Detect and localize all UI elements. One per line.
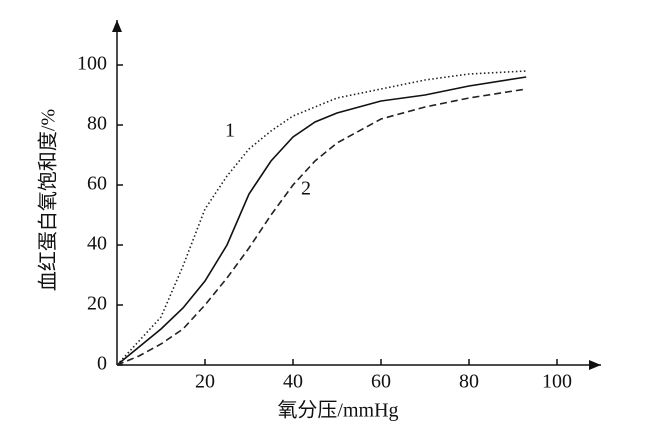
y-axis-arrow bbox=[112, 20, 122, 32]
y-tick-label: 60 bbox=[87, 173, 107, 195]
curve bbox=[116, 70, 527, 366]
x-axis-label: 氧分压/mmHg bbox=[277, 399, 398, 422]
x-tick-label: 100 bbox=[542, 371, 572, 393]
y-tick-label: 80 bbox=[87, 113, 107, 135]
curve-label: 2 bbox=[301, 178, 311, 200]
x-tick-label: 80 bbox=[459, 371, 479, 393]
curve-label: 1 bbox=[225, 120, 235, 142]
y-axis-label: 血红蛋白氧饱和度/% bbox=[37, 109, 60, 291]
y-tick-label: 100 bbox=[77, 53, 107, 75]
y-tick-label: 40 bbox=[87, 233, 107, 255]
curve bbox=[116, 88, 527, 366]
y-tick-label: 0 bbox=[97, 353, 107, 375]
x-axis-arrow bbox=[589, 360, 601, 370]
x-tick-label: 60 bbox=[371, 371, 391, 393]
x-tick-label: 40 bbox=[283, 371, 303, 393]
x-tick-label: 20 bbox=[195, 371, 215, 393]
y-tick-label: 20 bbox=[87, 293, 107, 315]
curve bbox=[116, 76, 527, 366]
